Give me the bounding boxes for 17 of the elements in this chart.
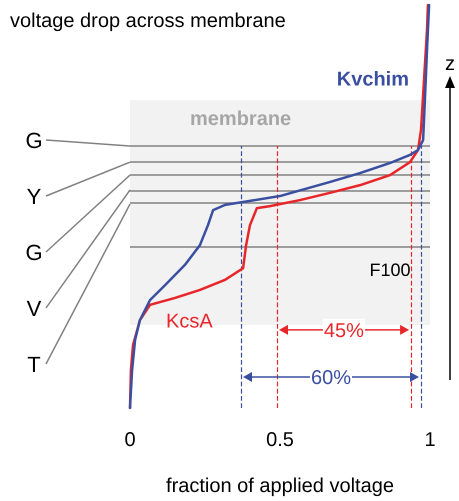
ref-line-label: G <box>25 240 43 265</box>
x-tick-label: 1 <box>424 429 436 451</box>
x-tick-label: 0.5 <box>266 429 294 451</box>
ref-line-label: V <box>26 296 42 321</box>
x-axis-title: fraction of applied voltage <box>166 475 394 497</box>
band-label: membrane <box>190 108 292 130</box>
x-tick-label: 0 <box>124 429 136 451</box>
ref-line-label: G <box>25 128 43 153</box>
annotation: F100 <box>369 260 411 280</box>
series-label: Kvchim <box>336 68 409 91</box>
annotation: 45% <box>324 320 364 342</box>
ref-line-label: Y <box>26 184 42 209</box>
chart-title: voltage drop across membrane <box>10 10 286 32</box>
annotation: 60% <box>310 366 352 389</box>
ref-line-label: T <box>27 352 41 377</box>
series-label: KcsA <box>166 310 214 332</box>
text: z <box>445 53 455 75</box>
